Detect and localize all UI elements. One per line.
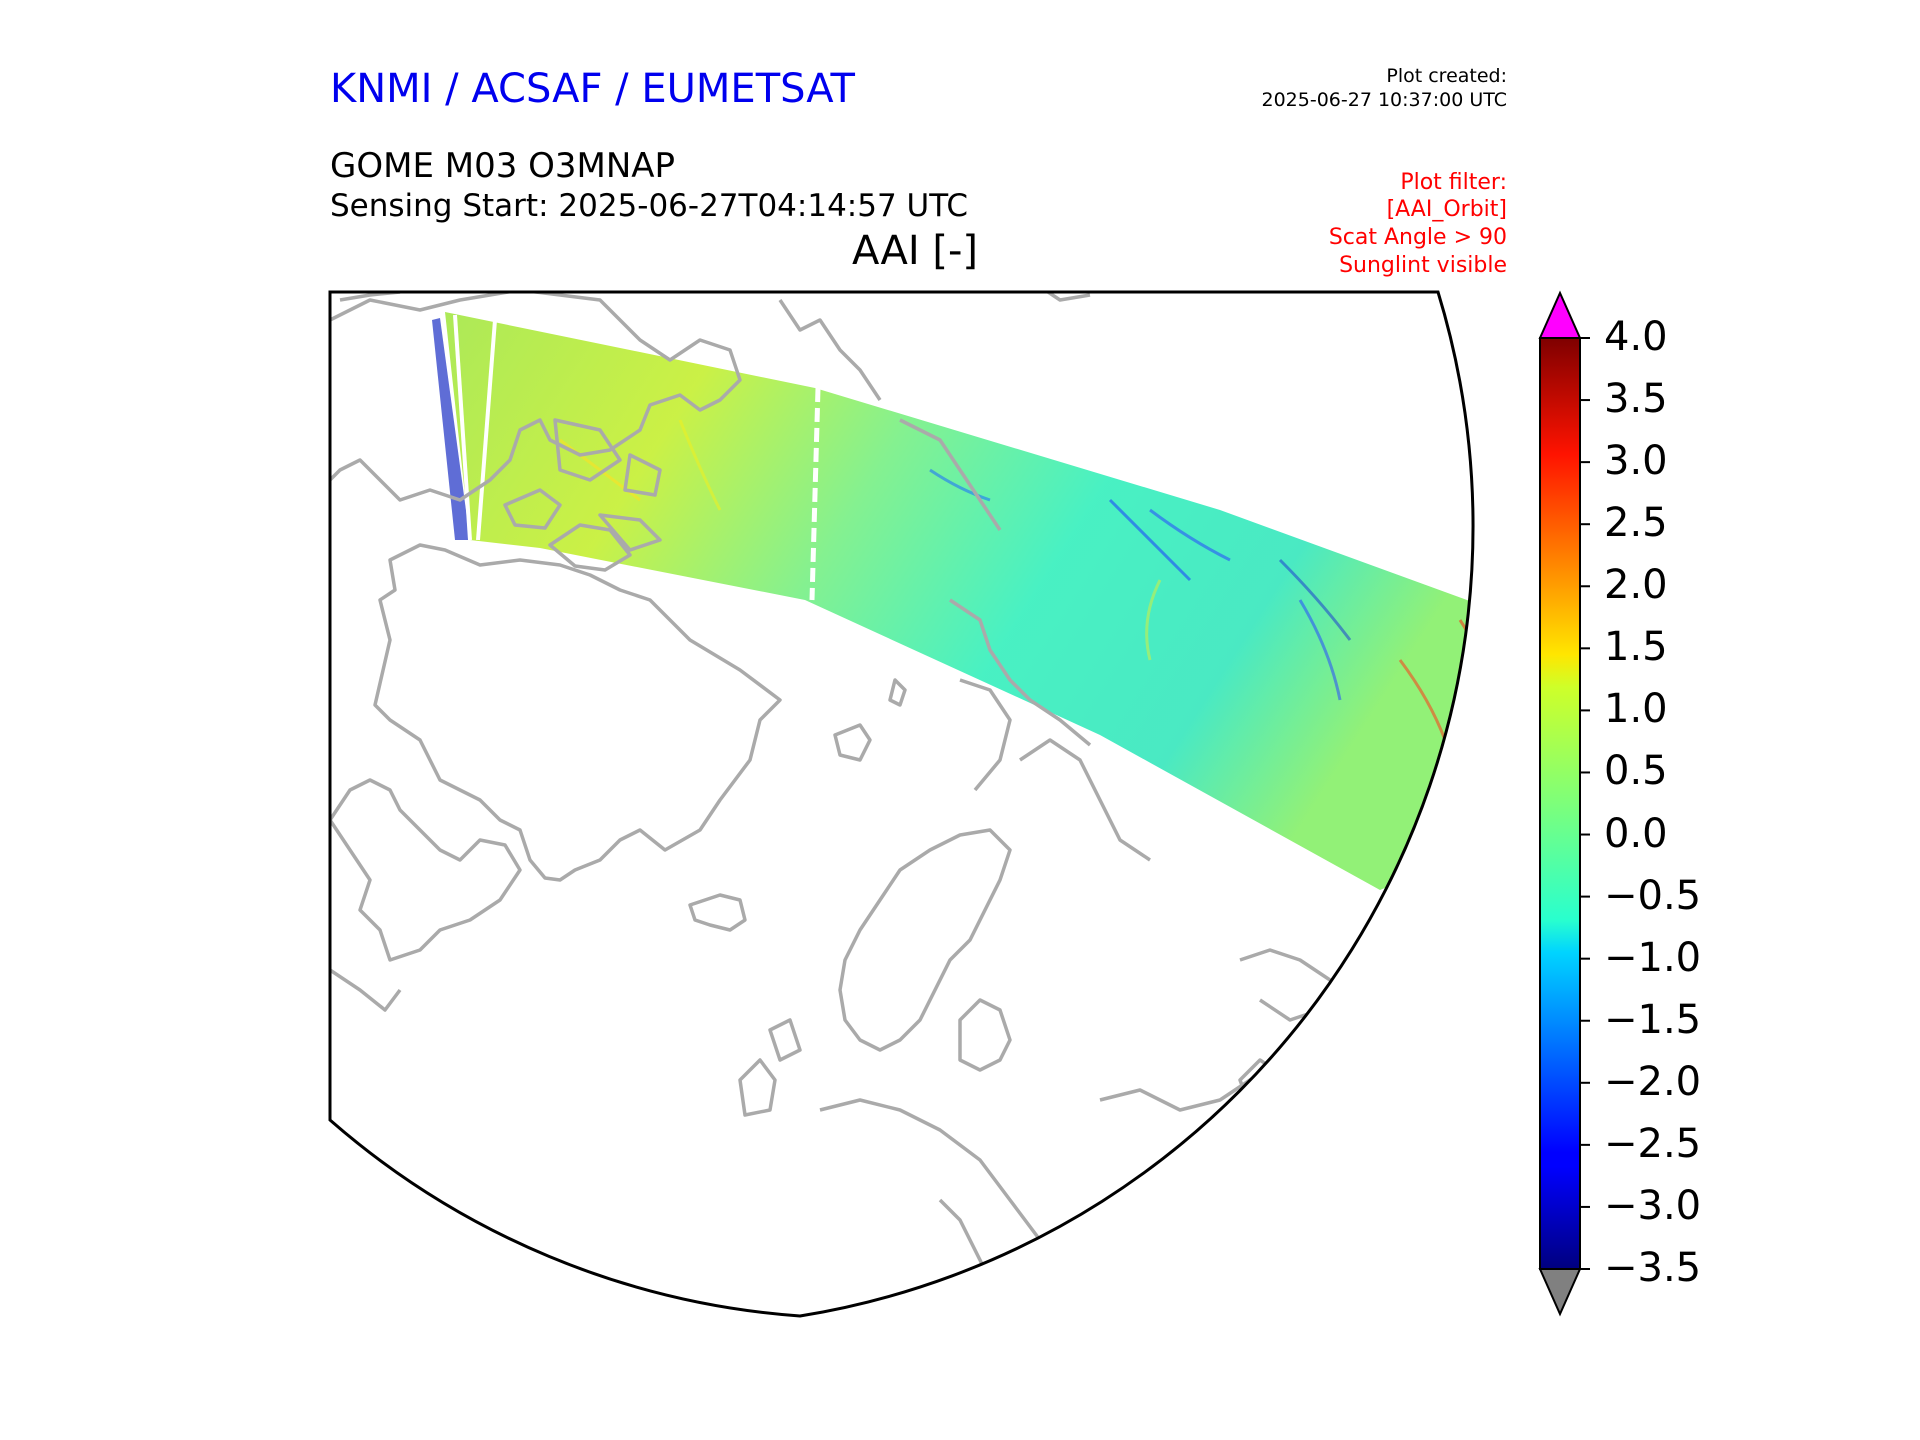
plot-created-label: Plot created: <box>1386 65 1507 87</box>
colorbar-tick-label: −3.0 <box>1604 1182 1702 1229</box>
colorbar-tick-label: −1.0 <box>1604 934 1702 981</box>
colorbar-tick-label: −0.5 <box>1604 872 1702 919</box>
plot-filter-item: Sunglint visible <box>1339 253 1507 278</box>
colorbar-tick-label: 3.5 <box>1604 376 1668 423</box>
colorbar-tick-label: 1.5 <box>1604 624 1668 671</box>
colorbar-under-triangle <box>1538 1268 1582 1317</box>
product-title: GOME M03 O3MNAP <box>330 146 676 186</box>
colorbar-tick-label: 4.0 <box>1604 314 1668 360</box>
brand-title: KNMI / ACSAF / EUMETSAT <box>330 66 855 112</box>
swath-texture <box>559 419 1474 741</box>
plot-filter-title: Plot filter: <box>1400 170 1507 195</box>
colorbar-tick-label: −2.5 <box>1604 1120 1702 1167</box>
colorbar-tick-label: 0.5 <box>1604 748 1668 795</box>
colorbar-tick-label: 2.0 <box>1604 562 1668 609</box>
colorbar-over-triangle <box>1538 290 1582 339</box>
colorbar-tick-label: −3.5 <box>1604 1245 1702 1291</box>
sensing-start: Sensing Start: 2025-06-27T04:14:57 UTC <box>330 188 968 224</box>
colorbar-tick-label: 3.0 <box>1604 438 1668 485</box>
map-boundary <box>328 290 1475 1318</box>
plot-filter-item: [AAI_Orbit] <box>1386 197 1507 222</box>
aai-swath <box>445 312 1474 890</box>
colorbar-tick-label: −1.5 <box>1604 996 1702 1043</box>
colorbar-tick-label: 2.5 <box>1604 500 1668 547</box>
colorbar-tick-label: 1.0 <box>1604 686 1668 733</box>
coastlines <box>330 292 1381 1301</box>
parameter-title: AAI [-] <box>852 228 978 274</box>
colorbar-gradient <box>1539 337 1581 1270</box>
plot-filter-item: Scat Angle > 90 <box>1328 225 1507 250</box>
colorbar-tick-label: 0.0 <box>1604 810 1668 857</box>
plot-created-time: 2025-06-27 10:37:00 UTC <box>1261 89 1508 111</box>
colorbar-tick-label: −2.0 <box>1604 1058 1702 1105</box>
